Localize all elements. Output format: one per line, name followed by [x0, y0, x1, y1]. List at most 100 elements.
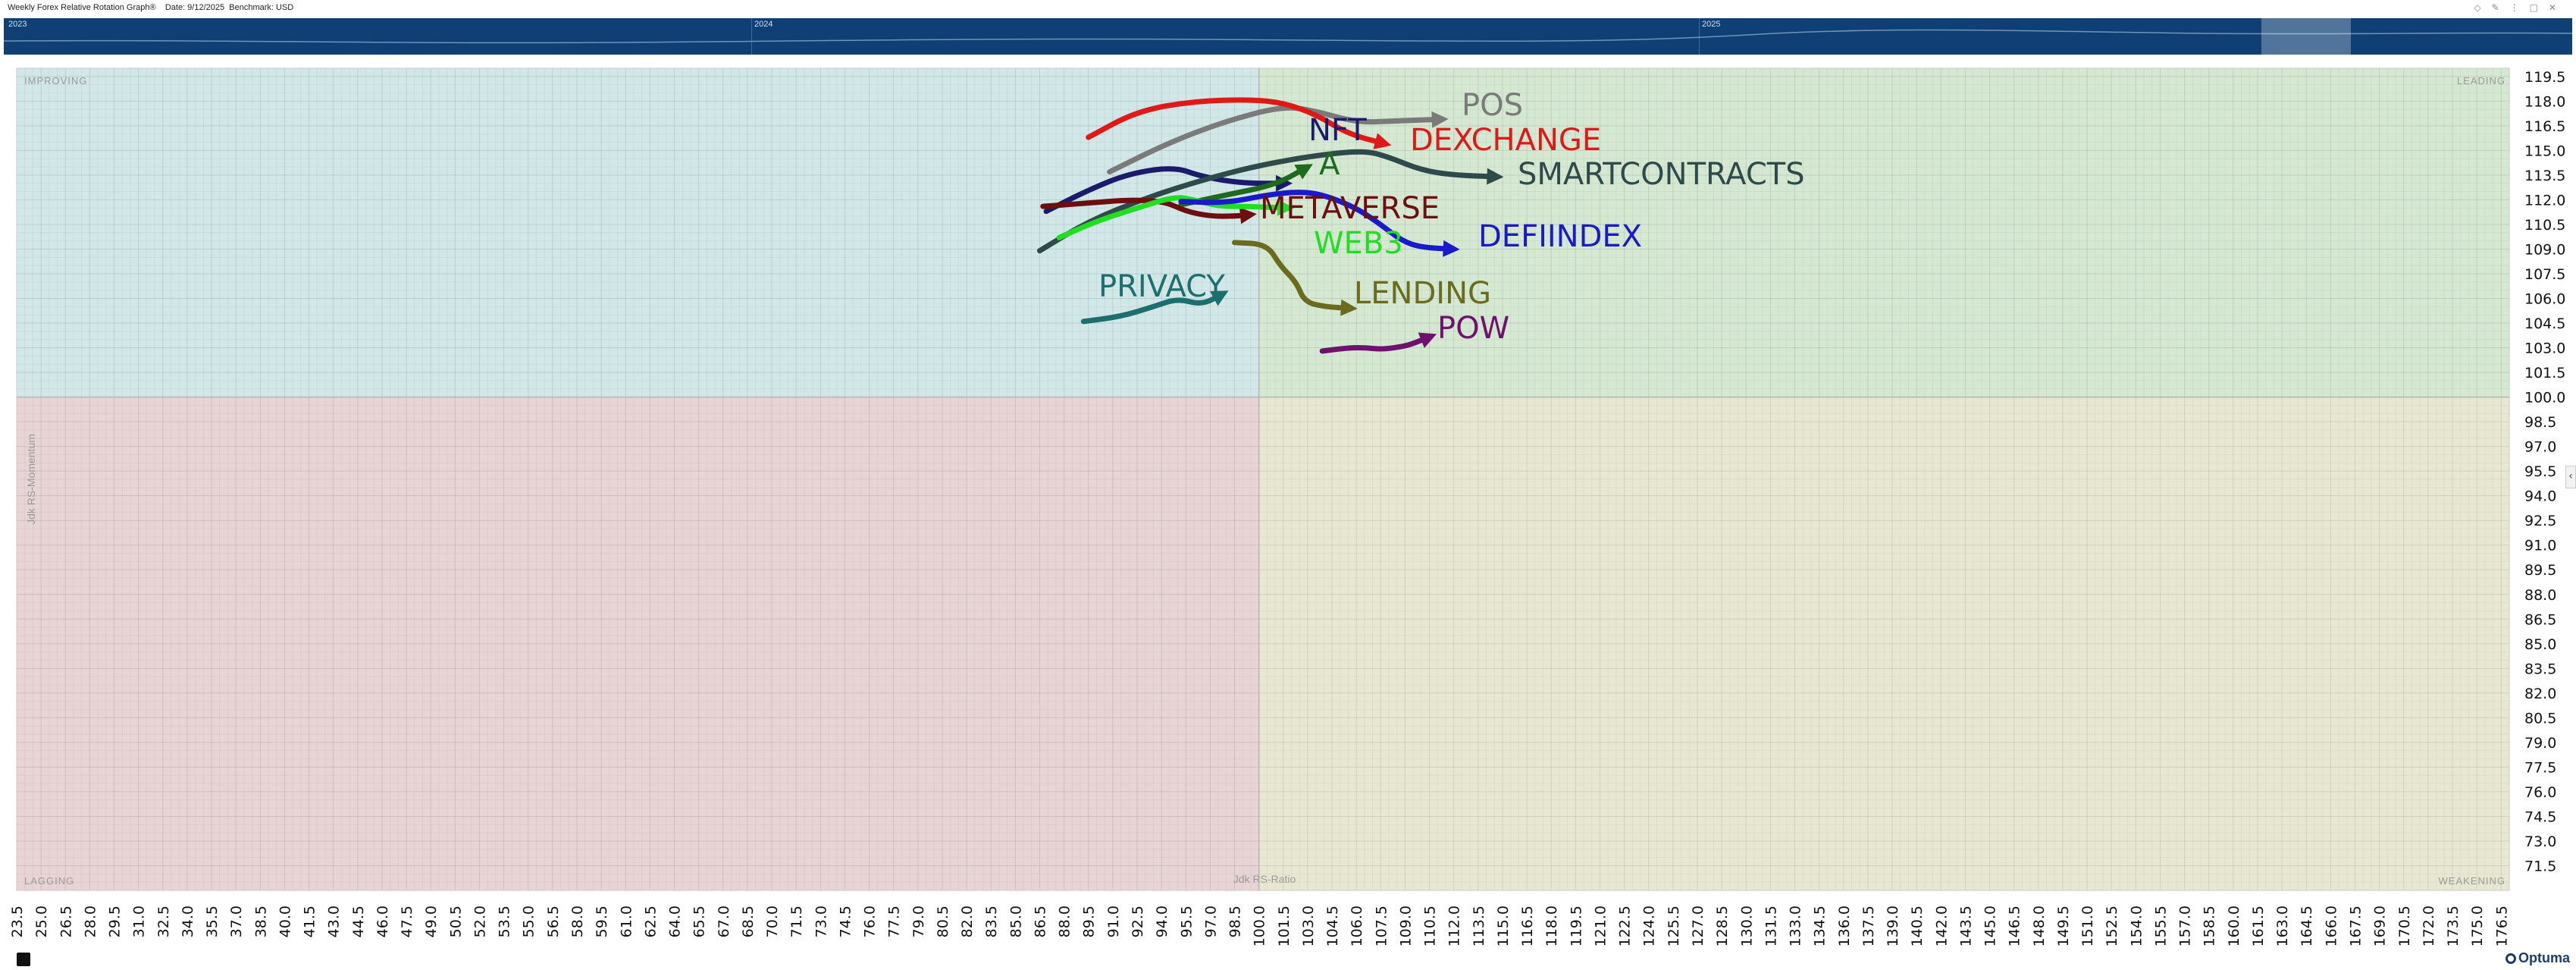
- y-tick-label: 82.0: [2524, 686, 2556, 702]
- quadrant-leading: [1258, 68, 2509, 397]
- x-tick-label: 122.5: [1617, 906, 1634, 946]
- quadrant-label-weakening: WEAKENING: [2439, 875, 2505, 887]
- x-tick-label: 89.5: [1081, 906, 1098, 937]
- series-trail-nft[interactable]: [1043, 166, 1290, 215]
- x-tick-label: 110.5: [1422, 906, 1439, 946]
- series-label-defiindex[interactable]: DEFIINDEX: [1478, 219, 1642, 254]
- y-tick-label: 100.0: [2524, 390, 2565, 407]
- series-label-web3[interactable]: WEB3: [1314, 226, 1403, 261]
- x-tick-label: 163.0: [2274, 906, 2291, 946]
- settings-button[interactable]: [17, 953, 30, 966]
- y-tick-label: 110.5: [2524, 217, 2565, 234]
- series-trail-smartcontracts[interactable]: [1036, 149, 1501, 254]
- x-tick-label: 82.0: [959, 906, 976, 937]
- series-trail-dexchange[interactable]: [1086, 97, 1389, 147]
- y-tick-label: 118.0: [2524, 93, 2565, 110]
- collapse-panel-button[interactable]: ‹: [2565, 466, 2576, 488]
- series-arrowhead-web3: [1277, 199, 1295, 216]
- x-tick-label: 76.0: [862, 906, 879, 937]
- x-tick-label: 55.0: [521, 906, 537, 937]
- series-trail-pow[interactable]: [1319, 333, 1434, 354]
- y-tick-label: 115.0: [2524, 143, 2565, 159]
- x-tick-label: 124.0: [1641, 906, 1658, 946]
- x-tick-label: 131.5: [1763, 906, 1779, 946]
- window-controls[interactable]: ◇✎⋮□✕: [2474, 2, 2567, 13]
- series-label-metaverse[interactable]: METAVERSE: [1260, 191, 1440, 226]
- x-tick-label: 79.0: [910, 906, 927, 937]
- x-tick-label: 25.0: [33, 906, 50, 937]
- y-tick-label: 94.0: [2524, 488, 2556, 505]
- y-tick-label: 83.5: [2524, 661, 2556, 677]
- x-tick-label: 112.0: [1446, 906, 1463, 946]
- x-tick-label: 167.5: [2348, 906, 2364, 946]
- x-tick-label: 152.5: [2104, 906, 2120, 946]
- x-tick-label: 97.0: [1202, 906, 1219, 937]
- x-tick-label: 77.5: [886, 906, 903, 937]
- x-tick-label: 107.5: [1373, 906, 1390, 946]
- x-tick-label: 47.5: [399, 906, 415, 937]
- series-trail-pos[interactable]: [1107, 105, 1446, 175]
- nav-range-selector[interactable]: [2261, 18, 2351, 55]
- series-label-pow[interactable]: POW: [1437, 311, 1509, 346]
- y-tick-label: 95.5: [2524, 463, 2556, 480]
- series-trail-metaverse[interactable]: [1040, 197, 1254, 219]
- x-tick-label: 146.5: [2007, 906, 2023, 946]
- series-trail-lending[interactable]: [1232, 240, 1355, 312]
- x-tick-label: 109.0: [1397, 906, 1414, 946]
- nav-year-label: 2024: [754, 20, 773, 29]
- x-tick-label: 175.0: [2469, 906, 2486, 946]
- optuma-logo-icon: [2505, 953, 2516, 964]
- x-tick-label: 170.5: [2396, 906, 2413, 946]
- series-trail-defiindex[interactable]: [1178, 190, 1457, 252]
- x-tick-label: 100.0: [1252, 906, 1268, 946]
- y-axis-ticks: 119.5 118.0 116.5 115.0 113.5 112.0 110.5 109.0…: [2524, 69, 2565, 875]
- nav-year-label: 2023: [8, 20, 27, 29]
- timeline-navigator[interactable]: 2023 2024 2025: [4, 18, 2572, 55]
- series-arrowhead-a: [1294, 164, 1313, 180]
- series-label-a[interactable]: A: [1319, 147, 1340, 182]
- y-tick-label: 80.5: [2524, 710, 2556, 727]
- x-tick-label: 173.5: [2445, 906, 2462, 946]
- series-arrowhead-privacy: [1209, 290, 1229, 306]
- series-arrowhead-dexchange: [1373, 133, 1392, 149]
- y-tick-label: 79.0: [2524, 735, 2556, 752]
- series-label-dexchange[interactable]: DEXCHANGE: [1410, 123, 1601, 158]
- x-tick-label: 68.5: [740, 906, 757, 937]
- quadrant-label-lagging: LAGGING: [24, 875, 74, 887]
- nav-year-divider: [751, 18, 752, 55]
- x-tick-label: 50.5: [447, 906, 464, 937]
- series-label-smartcontracts[interactable]: SMARTCONTRACTS: [1518, 157, 1805, 192]
- series-arrowhead-metaverse: [1239, 207, 1257, 224]
- series-trail-web3[interactable]: [1056, 195, 1291, 240]
- series-label-privacy[interactable]: PRIVACY: [1098, 269, 1225, 304]
- series-label-pos[interactable]: POS: [1462, 88, 1523, 123]
- series-label-nft[interactable]: NFT: [1308, 113, 1367, 148]
- series-arrowhead-pos: [1431, 111, 1449, 128]
- nav-year-label: 2025: [1702, 20, 1721, 29]
- grid-lines: [16, 67, 2510, 891]
- x-tick-label: 37.0: [228, 906, 245, 937]
- x-tick-label: 88.0: [1057, 906, 1073, 937]
- x-tick-label: 154.0: [2128, 906, 2145, 946]
- y-tick-label: 106.0: [2524, 291, 2565, 308]
- nav-sparkline: [4, 29, 2572, 44]
- x-tick-label: 166.0: [2323, 906, 2339, 946]
- series-trails: [1036, 97, 1504, 354]
- x-tick-label: 73.0: [813, 906, 829, 937]
- x-tick-label: 161.5: [2250, 906, 2267, 946]
- quadrant-lagging: [17, 397, 1259, 890]
- x-tick-label: 158.5: [2202, 906, 2218, 946]
- x-tick-label: 172.0: [2421, 906, 2437, 946]
- series-label-lending[interactable]: LENDING: [1354, 276, 1491, 311]
- x-tick-label: 134.5: [1812, 906, 1829, 946]
- y-tick-label: 98.5: [2524, 414, 2556, 431]
- x-tick-label: 149.5: [2055, 906, 2072, 946]
- series-trail-privacy[interactable]: [1080, 290, 1227, 325]
- x-tick-label: 85.0: [1008, 906, 1024, 937]
- x-tick-label: 23.5: [9, 906, 26, 937]
- x-tick-label: 142.0: [1933, 906, 1950, 946]
- quadrant-improving: [17, 68, 1259, 397]
- x-tick-label: 145.0: [1982, 906, 1999, 946]
- x-tick-label: 101.5: [1276, 906, 1293, 946]
- x-tick-label: 121.0: [1592, 906, 1609, 946]
